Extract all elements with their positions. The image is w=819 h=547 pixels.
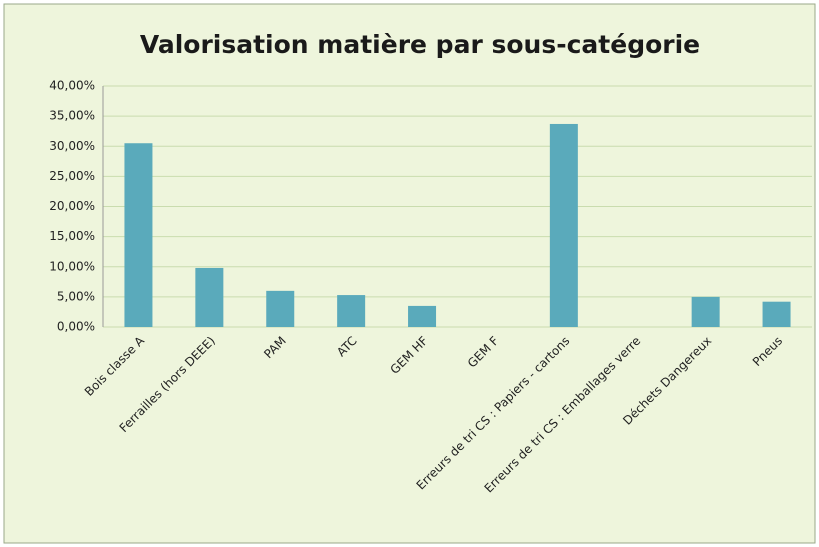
bar [266, 290, 295, 327]
y-tick-label: 10,00% [49, 259, 95, 273]
y-tick-label: 15,00% [49, 229, 95, 243]
bar [691, 296, 720, 327]
bar [195, 267, 224, 327]
bar [762, 301, 791, 327]
bar [337, 295, 366, 327]
y-tick-label: 25,00% [49, 169, 95, 183]
y-tick-label: 40,00% [49, 79, 95, 93]
y-tick-label: 0,00% [57, 320, 95, 334]
bar [408, 305, 437, 327]
y-tick-label: 30,00% [49, 139, 95, 153]
y-tick-label: 20,00% [49, 199, 95, 213]
y-tick-label: 5,00% [57, 289, 95, 303]
y-tick-label: 35,00% [49, 109, 95, 123]
chart-title: Valorisation matière par sous-catégorie [140, 30, 700, 59]
bar [124, 143, 153, 327]
bar [549, 123, 578, 328]
